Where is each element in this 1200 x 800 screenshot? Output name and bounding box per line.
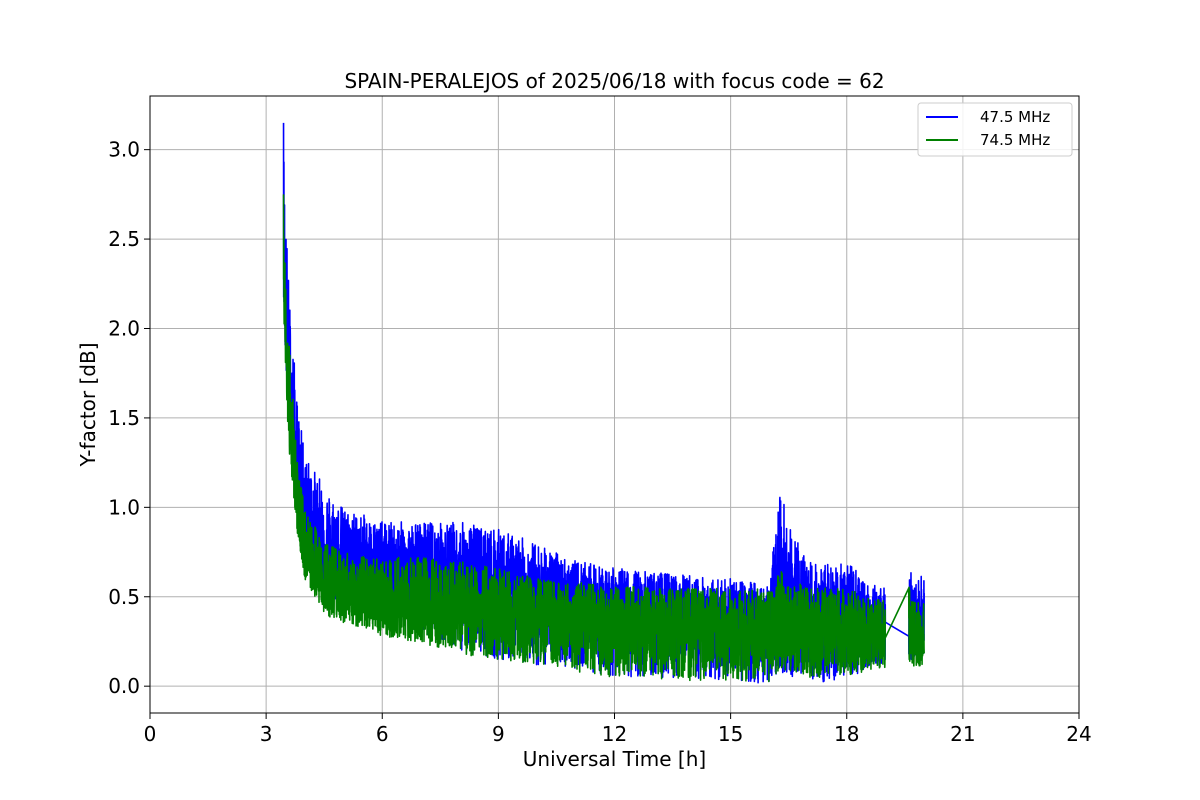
x-tick-label: 21 [950, 722, 975, 746]
x-axis: 0 3 6 9 12 15 18 21 24 [144, 713, 1092, 746]
plot-area [282, 122, 925, 684]
x-tick-label: 24 [1066, 722, 1091, 746]
series-line-1 [282, 194, 925, 683]
y-tick-label: 0.0 [108, 674, 140, 698]
chart-title: SPAIN-PERALEJOS of 2025/06/18 with focus… [344, 69, 884, 93]
y-axis: 0.0 0.5 1.0 1.5 2.0 2.5 3.0 [108, 138, 150, 698]
legend-label-47-5: 47.5 MHz [980, 108, 1050, 126]
y-tick-label: 2.5 [108, 227, 140, 251]
x-tick-label: 0 [144, 722, 157, 746]
y-tick-label: 1.0 [108, 495, 140, 519]
y-axis-label: Y-factor [dB] [76, 342, 100, 467]
x-tick-label: 6 [376, 722, 389, 746]
legend: 47.5 MHz 74.5 MHz [917, 102, 1073, 157]
y-tick-label: 3.0 [108, 138, 140, 162]
y-tick-label: 0.5 [108, 585, 140, 609]
y-tick-label: 2.0 [108, 316, 140, 340]
x-tick-label: 9 [492, 722, 505, 746]
x-axis-label: Universal Time [h] [523, 747, 706, 771]
y-tick-label: 1.5 [108, 406, 140, 430]
legend-label-74-5: 74.5 MHz [980, 131, 1050, 149]
x-tick-label: 18 [834, 722, 859, 746]
x-tick-label: 3 [260, 722, 273, 746]
x-tick-label: 12 [602, 722, 627, 746]
x-tick-label: 15 [718, 722, 743, 746]
